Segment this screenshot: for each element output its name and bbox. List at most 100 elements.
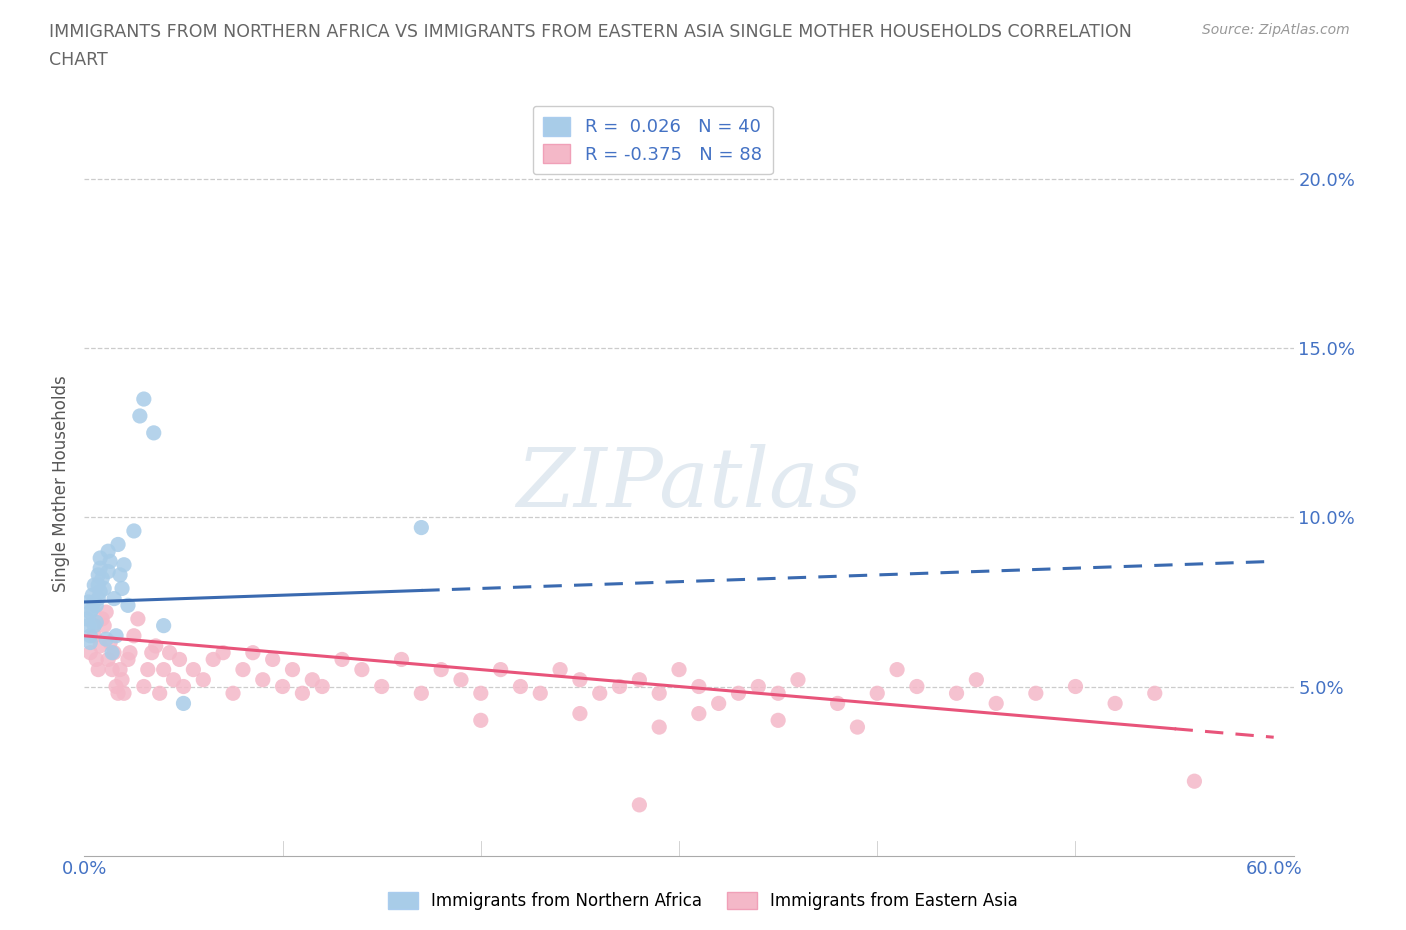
Point [112,685,135,700]
Point [411,685,433,700]
Point [727,685,749,700]
Point [101,662,124,677]
Point [905,679,928,694]
Point [183,662,205,677]
Point [628,797,651,812]
Point [430,662,453,677]
Point [83,578,105,592]
Point [470,713,492,728]
Point [87,578,110,592]
Point [122,629,145,644]
Point [83,618,105,633]
Point [986,696,1008,711]
Point [105,679,128,694]
Point [105,629,128,644]
Point [152,618,174,633]
Point [93,618,115,633]
Y-axis label: Single Mother Households: Single Mother Households [52,375,70,592]
Point [193,672,215,687]
Point [391,652,413,667]
Point [97,565,120,579]
Point [98,635,121,650]
Point [252,672,274,687]
Legend: Immigrants from Northern Africa, Immigrants from Eastern Asia: Immigrants from Northern Africa, Immigra… [381,885,1025,917]
Point [91,611,114,626]
Point [152,662,174,677]
Point [79,604,101,619]
Point [162,672,184,687]
Point [96,631,118,646]
Point [103,591,125,606]
Point [766,713,789,728]
Point [87,567,110,582]
Point [108,662,131,677]
Point [87,662,110,677]
Point [212,645,235,660]
Point [93,581,115,596]
Point [370,679,392,694]
Point [242,645,264,660]
Point [79,635,101,650]
Point [172,679,194,694]
Point [548,662,571,677]
Point [1025,685,1047,700]
Point [222,685,245,700]
Point [75,611,97,626]
Point [568,706,591,721]
Point [136,662,159,677]
Point [648,720,671,735]
Point [1064,679,1087,694]
Point [84,652,107,667]
Point [707,696,730,711]
Point [89,584,111,599]
Point [159,645,181,660]
Point [149,685,172,700]
Point [97,544,120,559]
Point [127,611,149,626]
Point [262,652,284,667]
Point [132,679,155,694]
Point [866,685,889,700]
Point [169,652,191,667]
Point [1104,696,1126,711]
Point [568,672,591,687]
Point [128,408,150,423]
Point [886,662,908,677]
Point [107,537,129,551]
Point [82,602,104,617]
Point [96,604,118,619]
Point [141,645,163,660]
Point [470,685,492,700]
Point [529,685,551,700]
Point [117,652,139,667]
Point [330,652,353,667]
Point [172,696,194,711]
Point [232,662,254,677]
Legend: R =  0.026   N = 40, R = -0.375   N = 88: R = 0.026 N = 40, R = -0.375 N = 88 [533,106,773,175]
Point [112,557,135,572]
Point [97,652,120,667]
Point [118,645,141,660]
Point [77,618,100,633]
Point [145,639,167,654]
Point [846,720,869,735]
Point [509,679,531,694]
Point [311,679,333,694]
Point [83,629,105,644]
Point [1184,774,1206,789]
Point [98,554,121,569]
Point [945,685,967,700]
Point [271,679,294,694]
Point [79,629,101,644]
Point [628,672,651,687]
Point [111,581,134,596]
Point [827,696,849,711]
Point [202,652,225,667]
Point [688,706,710,721]
Point [82,588,104,603]
Point [117,598,139,613]
Point [108,567,131,582]
Point [766,685,789,700]
Point [101,645,124,660]
Point [83,594,105,609]
